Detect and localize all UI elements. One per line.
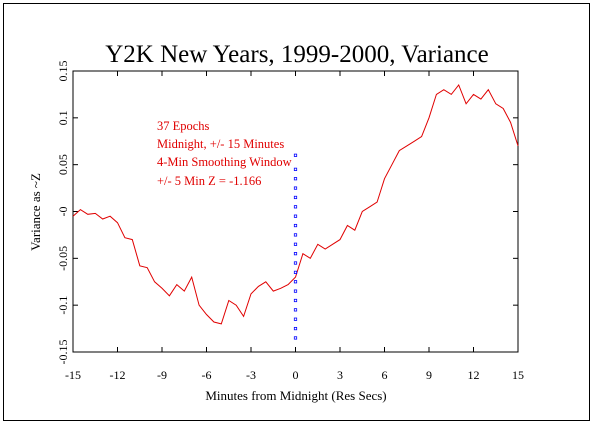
series-1-point	[293, 214, 298, 218]
series-1-point	[293, 326, 298, 331]
series-1-point	[293, 233, 298, 237]
series-1-point	[293, 252, 298, 256]
series-0-line	[72, 84, 519, 325]
y-tick-label: 0.15	[56, 61, 70, 82]
x-tick-label: -6	[202, 368, 212, 382]
series-1-point	[293, 153, 298, 157]
series-1-point	[293, 177, 298, 181]
x-tick-label: 12	[468, 368, 480, 382]
plot-area	[72, 70, 519, 353]
x-tick-label: -12	[110, 368, 126, 382]
x-tick-label: 15	[512, 368, 524, 382]
y-axis-label: Variance as ~Z	[28, 173, 43, 251]
series-1-point	[293, 186, 298, 190]
y-tick-label: -0.05	[56, 246, 70, 271]
series-1-point	[293, 195, 298, 200]
series-1-point	[293, 261, 298, 265]
x-tick-label: -9	[157, 368, 167, 382]
x-tick-label: 3	[337, 368, 343, 382]
y-tick-label: -0.1	[56, 296, 70, 315]
series-1-point	[293, 308, 298, 312]
axis-ticks	[72, 70, 519, 353]
series-1-point	[293, 336, 298, 340]
series-1-point	[293, 298, 298, 303]
series-1-point	[293, 205, 298, 209]
annotation-box: 37 Epochs Midnight, +/- 15 Minutes 4-Min…	[157, 119, 292, 188]
x-tick-label: 9	[426, 368, 432, 382]
x-tick-label: 0	[293, 368, 299, 382]
x-tick-label: 6	[382, 368, 388, 382]
series-1-point	[293, 270, 298, 274]
series-1-point	[293, 289, 298, 293]
y-tick-label: -0	[56, 207, 70, 217]
series-1-point	[293, 167, 298, 171]
series-1-point	[293, 280, 298, 284]
annotation-smoothing: 4-Min Smoothing Window	[157, 155, 292, 169]
x-tick-label: -15	[65, 368, 81, 382]
y-tick-label: 0.1	[56, 110, 70, 125]
series-1-point	[293, 317, 298, 321]
series-1-point	[293, 242, 298, 246]
annotation-z-score: +/- 5 Min Z = -1.166	[157, 174, 261, 188]
annotation-window: Midnight, +/- 15 Minutes	[157, 137, 284, 151]
annotation-epochs: 37 Epochs	[157, 119, 210, 133]
x-axis-label: Minutes from Midnight (Res Secs)	[205, 388, 386, 403]
y-tick-label: -0.15	[56, 340, 70, 365]
x-tick-label: -3	[246, 368, 256, 382]
series-layer	[72, 84, 519, 340]
chart-frame	[3, 3, 590, 421]
series-1-point	[293, 223, 298, 228]
chart-title: Y2K New Years, 1999-2000, Variance	[105, 41, 489, 68]
tick-labels: -15 -12 -9 -6 -3 0 3 6 9 12 15 -0.15 -0.1 -0.05 -0 0.05…	[56, 61, 524, 383]
y-tick-label: 0.05	[56, 154, 70, 175]
